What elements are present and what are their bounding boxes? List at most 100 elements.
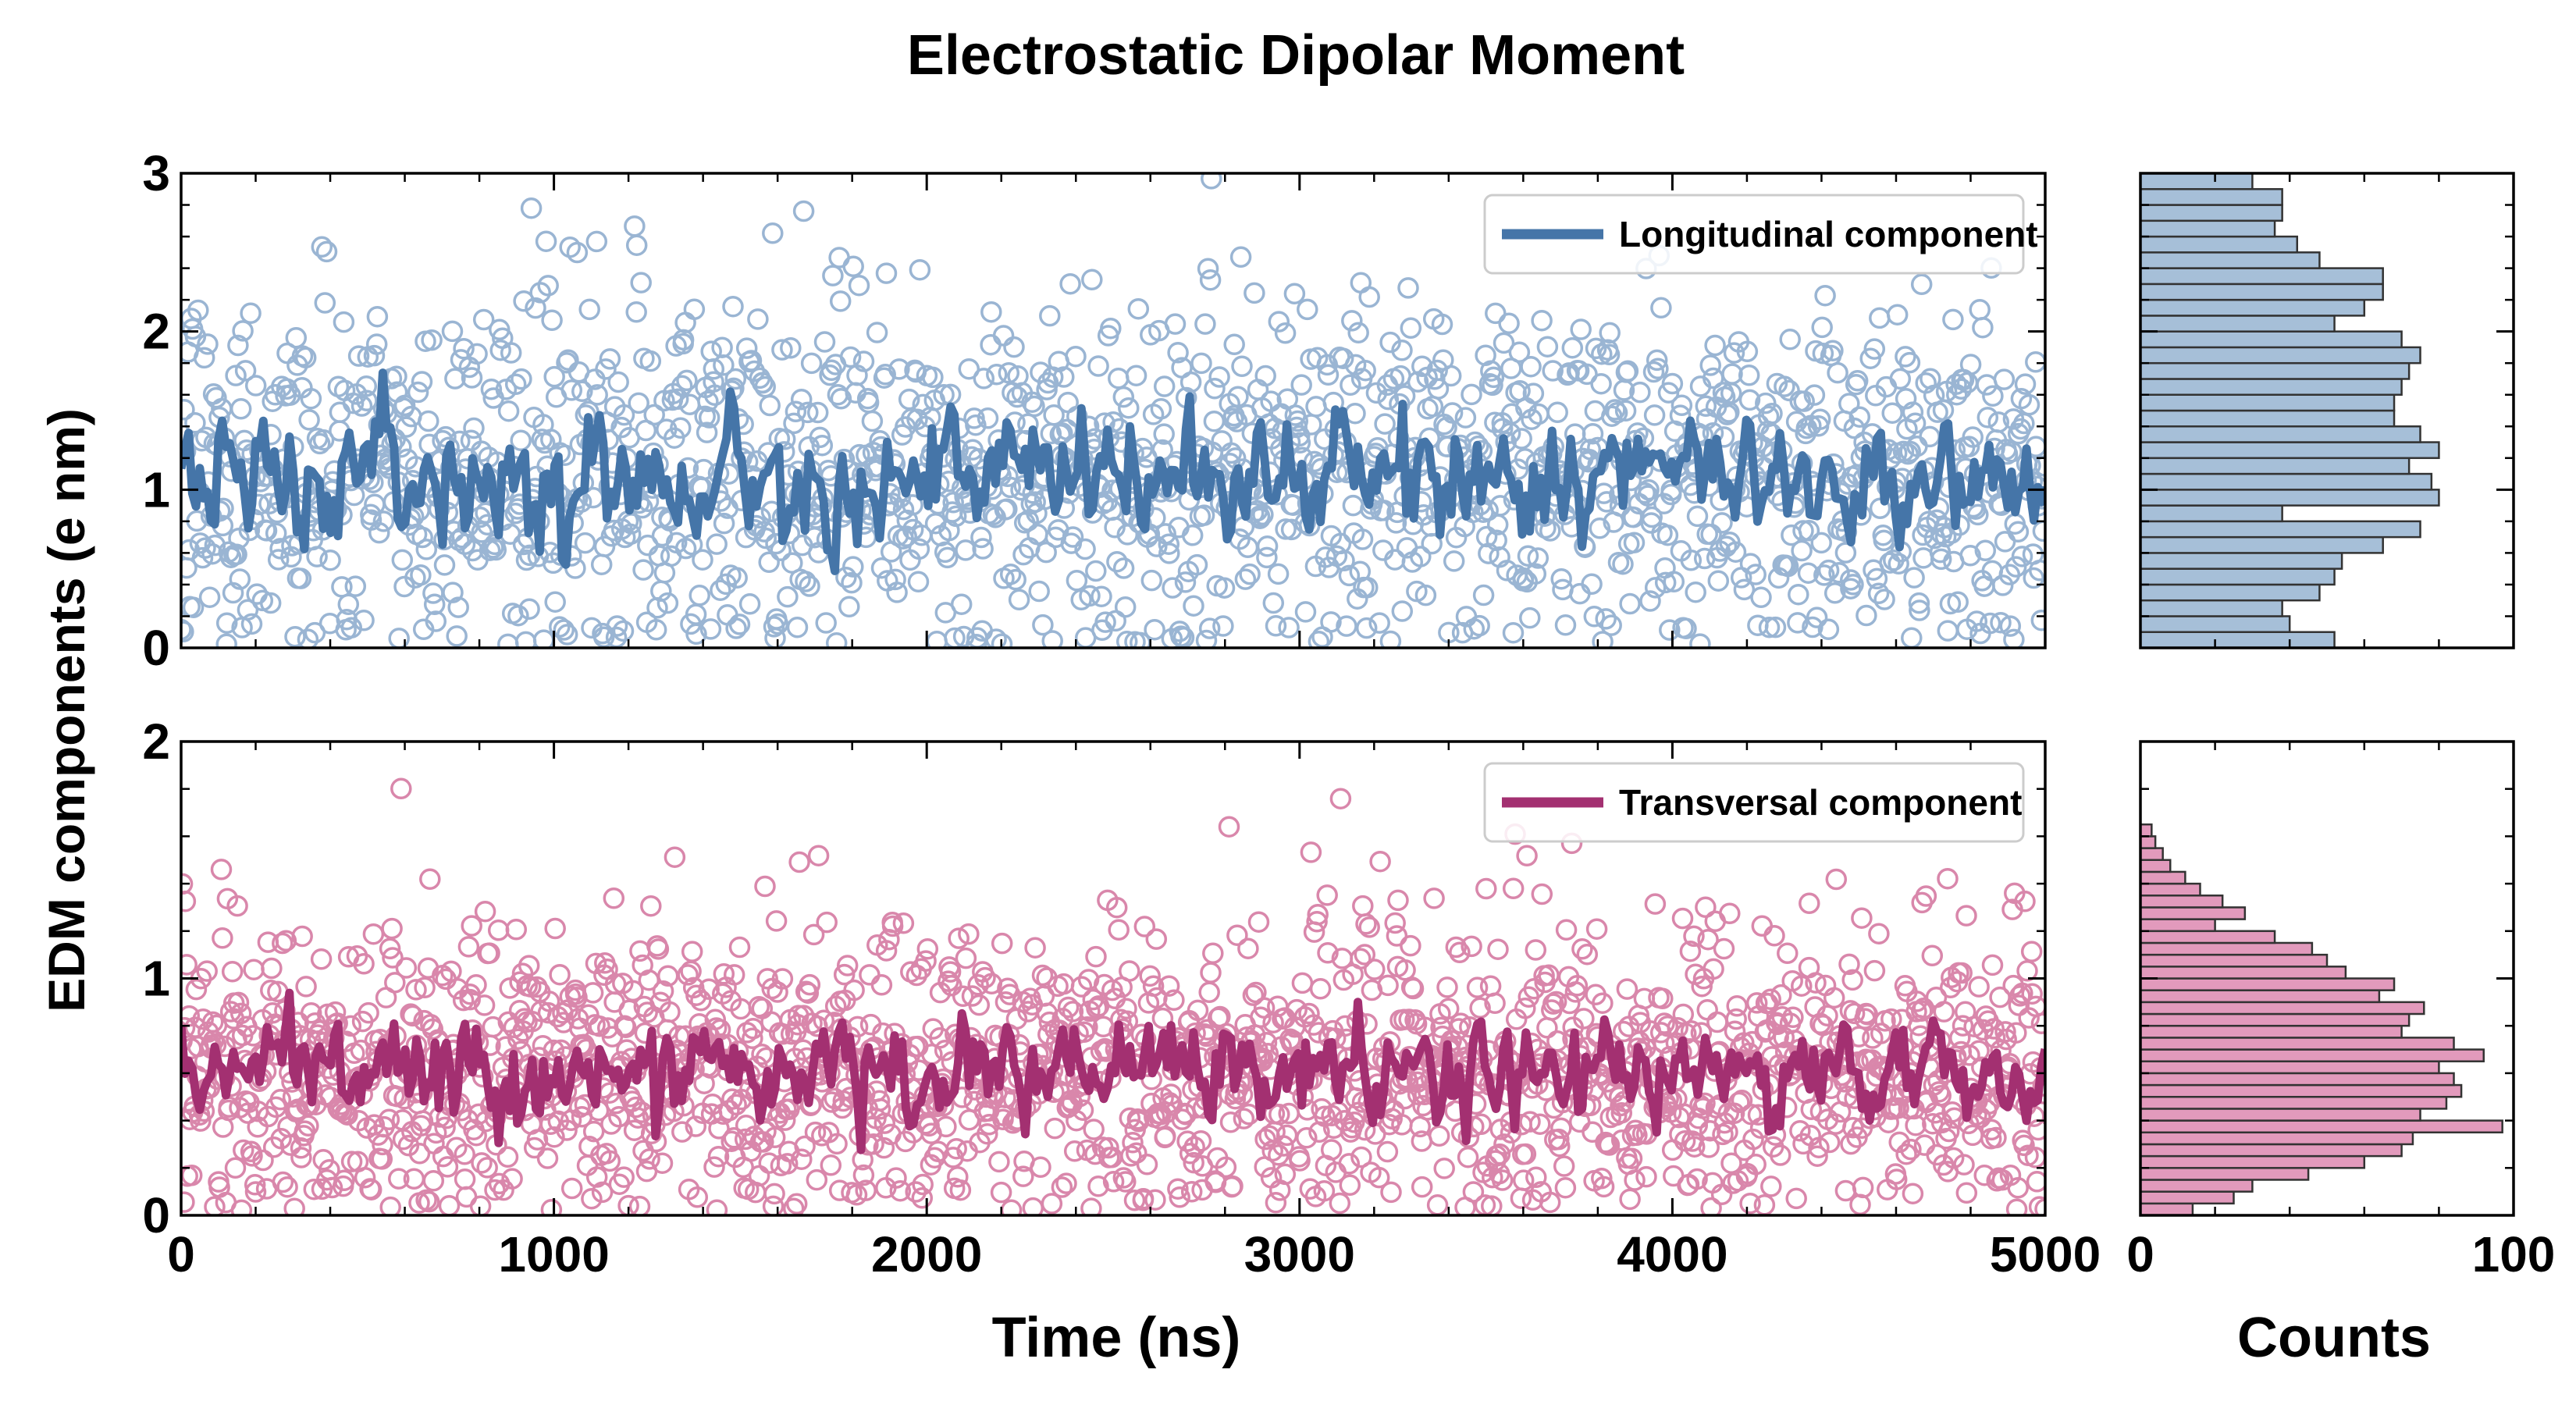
- scatter-point: [1646, 349, 1668, 372]
- scatter-point: [344, 575, 367, 597]
- scatter-point: [735, 337, 758, 359]
- longitudinal-series-line: [181, 368, 2045, 575]
- scatter-point: [912, 1173, 934, 1196]
- scatter-point: [224, 1157, 247, 1179]
- scatter-point: [1663, 571, 1685, 593]
- scatter-point: [187, 299, 209, 322]
- scatter-point: [685, 984, 707, 1006]
- scatter-point: [1411, 355, 1433, 378]
- scatter-point: [1700, 523, 1722, 546]
- scatter-point: [1190, 352, 1212, 375]
- scatter-point: [237, 1102, 259, 1124]
- scatter-point: [1968, 1040, 1990, 1062]
- hist-bar: [2139, 1119, 2503, 1134]
- scatter-point: [1317, 942, 1339, 964]
- scatter-point: [2016, 960, 2038, 982]
- scatter-point: [1479, 975, 1502, 998]
- scatter-point: [355, 375, 378, 397]
- scatter-point: [785, 400, 807, 423]
- scatter-point: [1462, 1181, 1485, 1203]
- scatter-point: [1227, 386, 1249, 407]
- scatter-point: [1661, 372, 1684, 395]
- scatter-point: [717, 604, 738, 626]
- scatter-point: [994, 1087, 1016, 1108]
- scatter-point: [2007, 1177, 2029, 1199]
- scatter-point: [2003, 628, 2025, 648]
- scatter-point: [753, 1131, 774, 1153]
- scatter-point: [1930, 1085, 1952, 1107]
- scatter-point: [2030, 609, 2045, 631]
- scatter-point: [1437, 998, 1460, 1020]
- scatter-point: [1003, 336, 1025, 358]
- y-axis-label: EDM components (e nm): [37, 408, 95, 1012]
- scatter-point: [2021, 983, 2043, 1005]
- scatter-point: [1598, 1134, 1621, 1156]
- hist-bar: [2139, 535, 2384, 554]
- x-tick-label: 0: [167, 1226, 195, 1282]
- scatter-point: [671, 375, 693, 397]
- scatter-point: [2005, 556, 2027, 578]
- scatter-point: [215, 633, 237, 648]
- scatter-point: [807, 845, 830, 866]
- x-tick-label: 1000: [498, 1226, 609, 1282]
- scatter-point: [1869, 307, 1891, 329]
- scatter-point: [1491, 1169, 1514, 1191]
- scatter-point: [974, 966, 996, 989]
- scatter-point: [1823, 582, 1846, 604]
- scatter-point: [1475, 877, 1497, 900]
- scatter-point: [970, 526, 992, 549]
- scatter-point: [1400, 934, 1421, 957]
- scatter-point: [1215, 1156, 1237, 1179]
- transversal-legend-label: Transversal component: [1619, 782, 2022, 823]
- scatter-point: [1139, 965, 1161, 987]
- scatter-point: [1126, 1142, 1147, 1164]
- scatter-point: [401, 1005, 424, 1027]
- scatter-point: [881, 915, 904, 937]
- longitudinal-legend-label: Longitudinal component: [1619, 214, 2038, 254]
- scatter-point: [1267, 563, 1290, 585]
- scatter-point: [1176, 1130, 1198, 1152]
- scatter-point: [1202, 942, 1224, 965]
- scatter-point: [1087, 355, 1109, 377]
- scatter-point: [1239, 563, 1261, 585]
- scatter-point: [1695, 896, 1717, 919]
- scatter-point: [885, 1167, 907, 1189]
- scatter-point: [1686, 1168, 1708, 1190]
- scatter-point: [692, 549, 713, 571]
- scatter-point: [1604, 399, 1626, 421]
- scatter-point: [1008, 589, 1030, 611]
- scatter-point: [998, 362, 1020, 384]
- scatter-point: [181, 1191, 195, 1213]
- scatter-point: [786, 616, 809, 638]
- scatter-point: [1222, 1175, 1244, 1197]
- hist-bar: [2139, 859, 2172, 873]
- scatter-point: [1354, 359, 1376, 382]
- scatter-point: [1199, 269, 1222, 291]
- scatter-point: [181, 890, 197, 912]
- scatter-point: [1104, 517, 1126, 539]
- scatter-point: [497, 400, 520, 422]
- scatter-point: [1510, 428, 1532, 450]
- scatter-point: [909, 258, 931, 281]
- scatter-point: [513, 290, 535, 312]
- scatter-point: [1024, 937, 1046, 959]
- scatter-point: [1859, 347, 1881, 369]
- scatter-point: [354, 1166, 376, 1189]
- scatter-point: [342, 392, 365, 414]
- scatter-point: [457, 936, 480, 958]
- hist-x-tick-label: 100: [2472, 1226, 2556, 1282]
- scatter-point: [221, 961, 244, 983]
- scatter-point: [379, 1196, 401, 1215]
- scatter-point: [1519, 606, 1541, 629]
- scatter-point: [314, 292, 336, 314]
- scatter-point: [1899, 440, 1921, 463]
- scatter-point: [543, 1126, 565, 1148]
- y-tick-label: 0: [142, 1187, 170, 1243]
- scatter-point: [685, 1115, 707, 1137]
- scatter-point: [1339, 1174, 1361, 1197]
- scatter-point: [2018, 393, 2041, 416]
- scatter-point: [197, 333, 219, 355]
- scatter-point: [1955, 1182, 1978, 1204]
- scatter-point: [1012, 543, 1034, 566]
- scatter-point: [866, 322, 888, 343]
